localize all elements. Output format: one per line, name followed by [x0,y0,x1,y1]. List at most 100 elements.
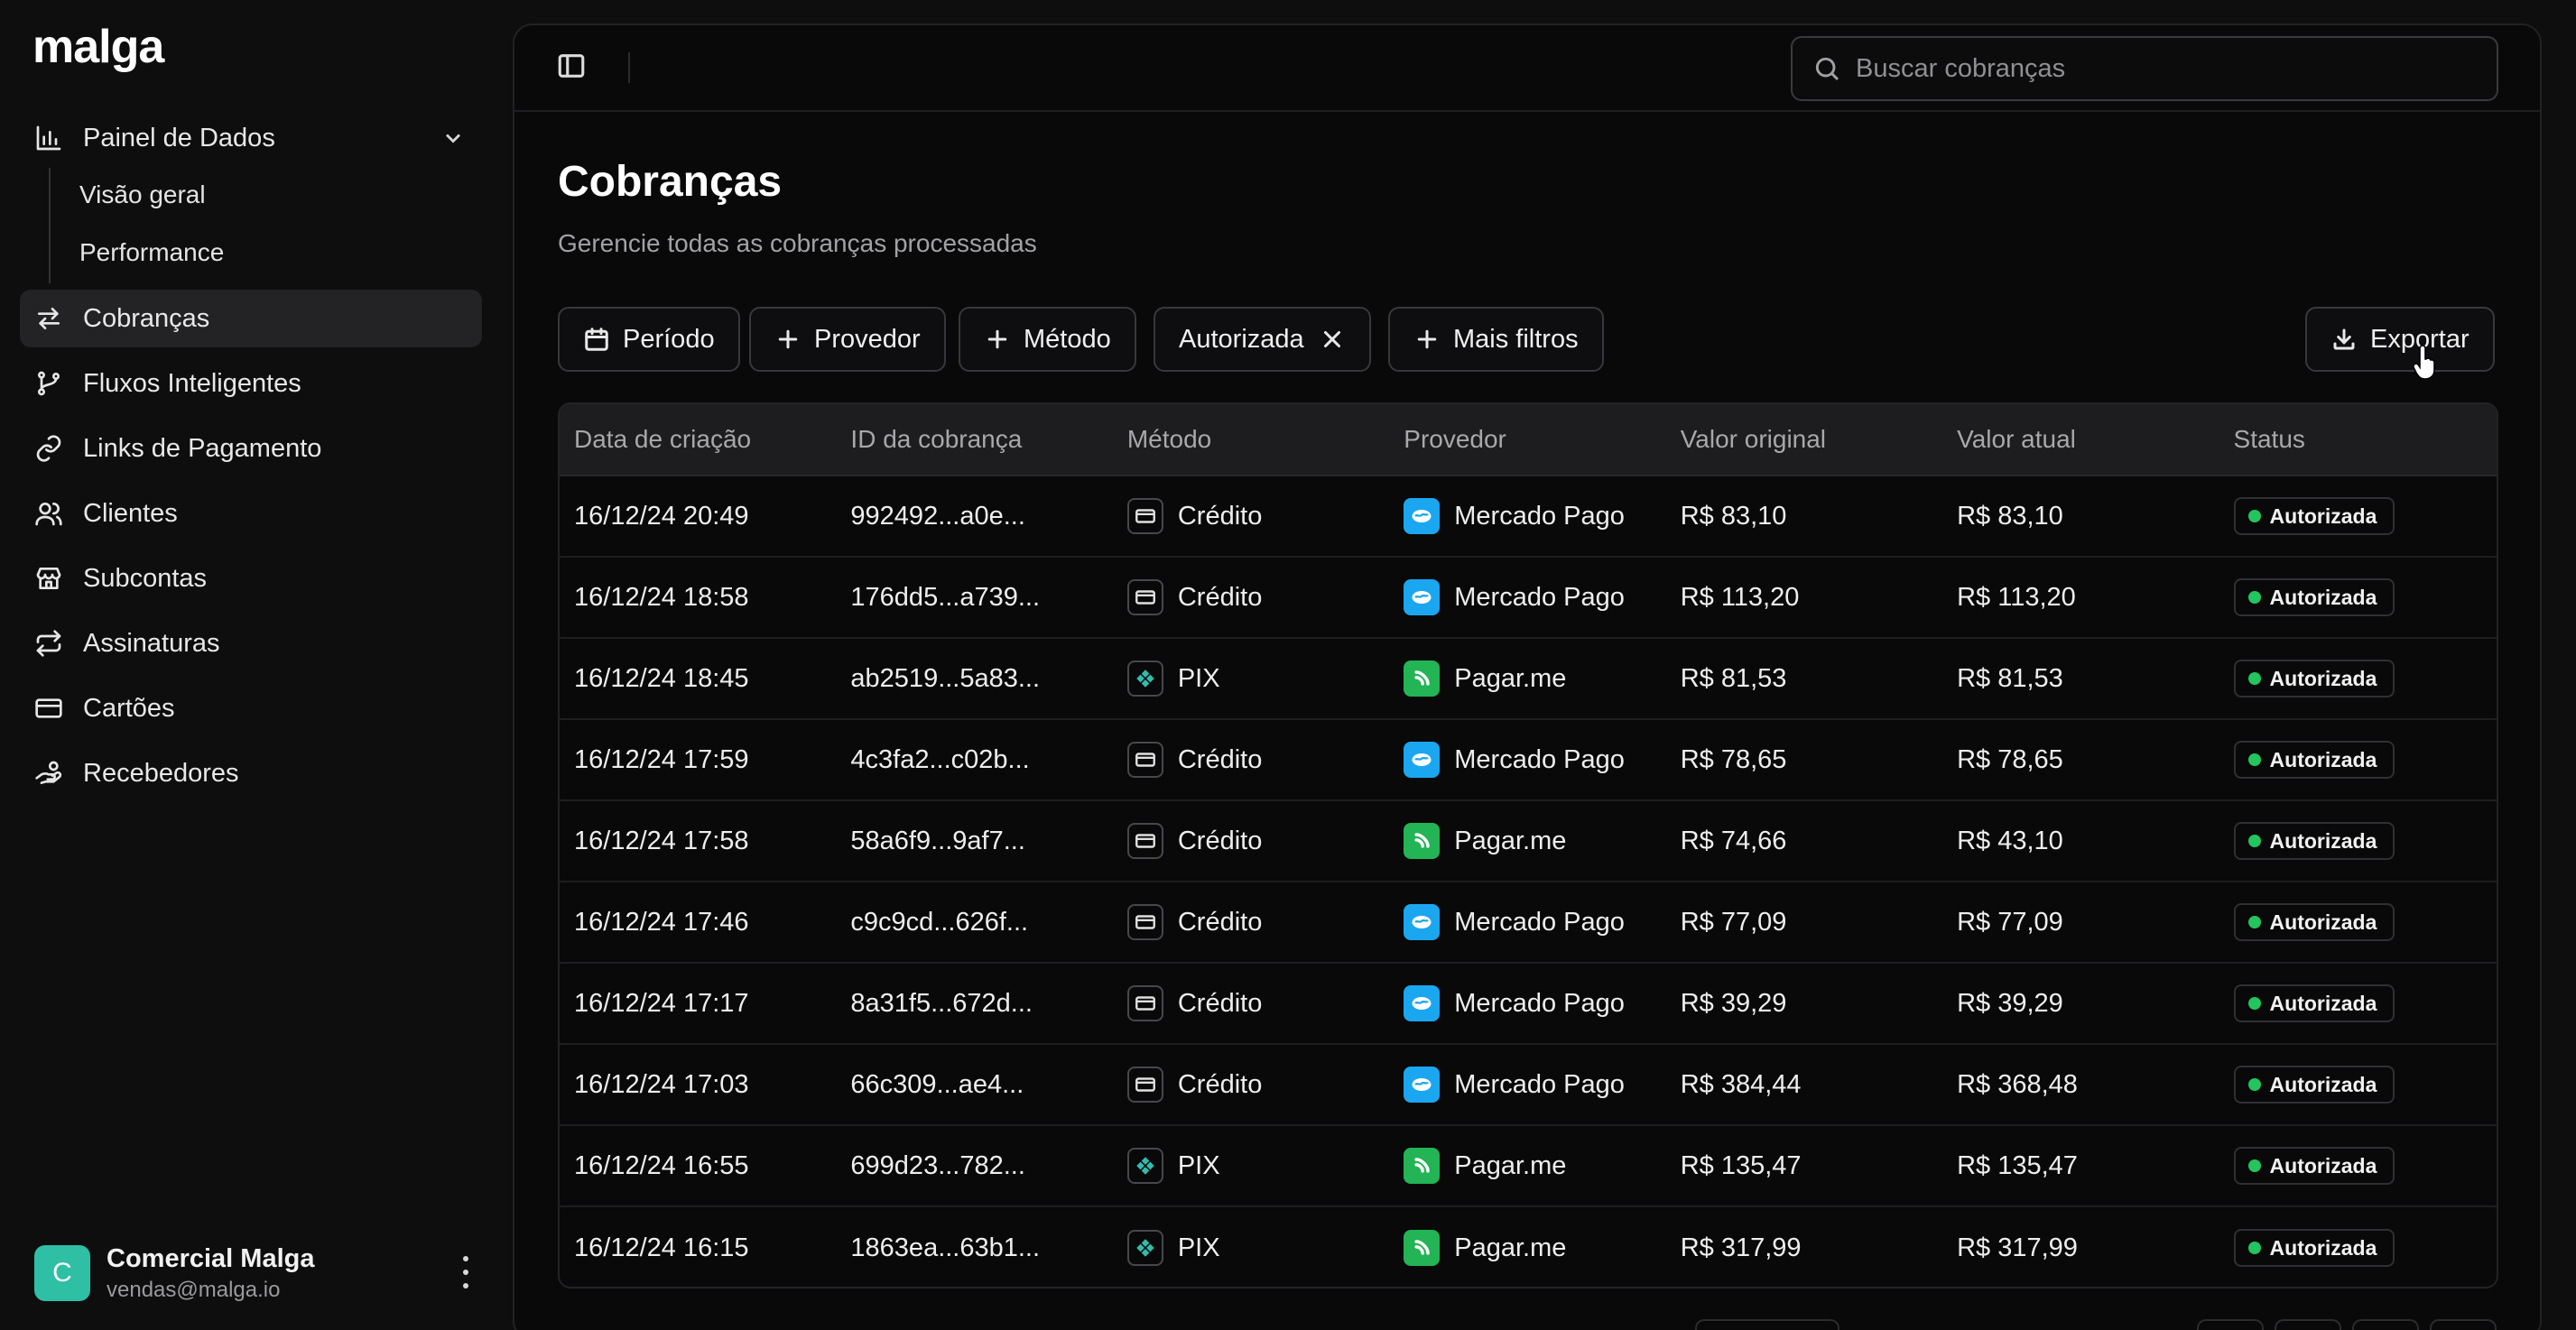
column-header[interactable]: Valor original [1680,425,1827,453]
sidebar-item-links-de-pagamento[interactable]: Links de Pagamento [20,420,482,477]
table-row[interactable]: 16/12/24 17:46 c9c9cd...626f... Crédito Mer… [560,882,2497,964]
cell-original-value: R$ 113,20 [1680,582,1800,612]
user-profile[interactable]: C Comercial Malga vendas@malga.io [34,1243,477,1303]
table-row[interactable]: 16/12/24 17:59 4c3fa2...c02b... Crédito Mer… [560,720,2497,801]
cell-charge-id[interactable]: 176dd5...a739... [850,582,1041,612]
pagarme-icon [1404,823,1441,859]
column-header[interactable]: Status [2233,425,2305,453]
table-row[interactable]: 16/12/24 20:49 992492...a0e... Crédito Merc… [560,476,2497,558]
more-vertical-icon[interactable] [455,1256,477,1288]
method-label: PIX [1177,663,1220,693]
provider-label: Mercado Pago [1454,582,1625,612]
sidebar: malga Painel de Dados Visão geral Perfor… [0,0,505,1330]
cell-current-value: R$ 43,10 [1957,826,2063,855]
cell-charge-id[interactable]: 66c309...ae4... [850,1069,1024,1099]
next-page-button[interactable] [2352,1319,2419,1330]
filter-provedor-label: Provedor [814,324,921,354]
cell-provider: Mercado Pago [1389,579,1665,615]
cell-method: Crédito [1113,579,1389,615]
provider-label: Mercado Pago [1454,1069,1625,1099]
status-dot-icon [2247,672,2261,685]
bar-chart-icon [32,122,65,154]
cell-original-value: R$ 317,99 [1680,1233,1802,1262]
sidebar-item-painel-de-dados[interactable]: Painel de Dados [20,109,482,167]
topbar [514,25,2540,112]
table-row[interactable]: 16/12/24 18:58 176dd5...a739... Crédito Mer… [560,558,2497,639]
export-button[interactable]: Exportar [2305,307,2495,372]
plus-icon [984,326,1011,353]
cell-method: Crédito [1113,1067,1389,1103]
close-icon[interactable] [1319,326,1346,353]
cell-charge-id[interactable]: 58a6f9...9af7... [850,826,1025,855]
cell-charge-id[interactable]: 992492...a0e... [850,501,1025,531]
sidebar-item-clientes[interactable]: Clientes [20,485,482,542]
table-row[interactable]: 16/12/24 18:45 ab2519...5a83... PIX Pagar.m… [560,639,2497,720]
cell-current-value: R$ 83,10 [1957,501,2063,531]
column-header[interactable]: Data de criação [574,425,752,453]
cell-method: Crédito [1113,904,1389,940]
table-header: Data de criação ID da cobrança Método Pr… [560,404,2497,476]
cell-current-value: R$ 317,99 [1957,1233,2078,1262]
chevron-down-icon[interactable] [440,125,466,151]
first-page-button[interactable] [2197,1319,2264,1330]
previous-page-button[interactable] [2275,1319,2341,1330]
table-row[interactable]: 16/12/24 17:58 58a6f9...9af7... Crédito Pag… [560,801,2497,882]
mercado-pago-icon [1404,1067,1441,1103]
more-filters-button[interactable]: Mais filtros [1388,307,1604,372]
column-header[interactable]: Provedor [1404,425,1506,453]
cell-date: 16/12/24 17:59 [574,744,749,774]
credit-card-icon [1126,1067,1163,1103]
status-label: Autorizada [2269,828,2377,853]
column-header[interactable]: ID da cobrança [850,425,1023,453]
cell-current-value: R$ 135,47 [1957,1150,2078,1180]
column-header[interactable]: Valor atual [1957,425,2076,453]
cell-method: Crédito [1113,742,1389,778]
charges-table: Data de criação ID da cobrança Método Pr… [558,402,2498,1288]
sidebar-item-assinaturas[interactable]: Assinaturas [20,614,482,672]
cell-charge-id[interactable]: ab2519...5a83... [850,663,1041,693]
table-row[interactable]: 16/12/24 17:17 8a31f5...672d... Crédito Mer… [560,964,2497,1045]
filter-autorizada-label: Autorizada [1179,324,1304,354]
cell-charge-id[interactable]: 4c3fa2...c02b... [850,744,1030,774]
cell-charge-id[interactable]: 1863ea...63b1... [850,1233,1041,1262]
last-page-button[interactable] [2430,1319,2497,1330]
cell-charge-id[interactable]: 699d23...782... [850,1150,1025,1180]
cell-original-value: R$ 83,10 [1680,501,1787,531]
table-row[interactable]: 16/12/24 16:15 1863ea...63b1... PIX Pagar.m… [560,1207,2497,1287]
sidebar-subitem-visao-geral[interactable]: Visão geral [79,180,206,208]
sidebar-item-recebedores[interactable]: Recebedores [20,744,482,802]
cell-status: Autorizada [2219,578,2497,616]
status-badge: Autorizada [2233,578,2395,616]
sidebar-toggle-icon[interactable] [556,51,588,83]
filter-periodo-button[interactable]: Período [558,307,740,372]
search-input[interactable] [1856,53,2469,84]
cell-date: 16/12/24 17:03 [574,1069,749,1099]
sidebar-item-fluxos-inteligentes[interactable]: Fluxos Inteligentes [20,355,482,412]
cell-charge-id[interactable]: 8a31f5...672d... [850,988,1033,1018]
table-row[interactable]: 16/12/24 16:55 699d23...782... PIX Pagar.me… [560,1126,2497,1207]
sidebar-item-cartoes[interactable]: Cartões [20,679,482,737]
sidebar-item-cobrancas[interactable]: Cobranças [20,290,482,347]
cell-original-value: R$ 39,29 [1680,988,1787,1018]
filter-metodo-button[interactable]: Método [959,307,1136,372]
column-header[interactable]: Método [1126,425,1212,453]
status-label: Autorizada [2269,503,2377,528]
sidebar-item-subcontas[interactable]: Subcontas [20,550,482,607]
cell-original-value: R$ 78,65 [1680,744,1787,774]
filter-provedor-button[interactable]: Provedor [749,307,946,372]
search-box[interactable] [1791,36,2498,101]
cell-original-value: R$ 81,53 [1680,663,1787,693]
cell-original-value: R$ 135,47 [1680,1150,1802,1180]
cell-charge-id[interactable]: c9c9cd...626f... [850,907,1029,937]
credit-card-icon [1126,579,1163,615]
cell-status: Autorizada [2219,741,2497,779]
sidebar-subitem-performance[interactable]: Performance [79,238,225,266]
sidebar-item-label: Painel de Dados [83,123,275,152]
credit-card-icon [1126,904,1163,940]
cell-provider: Mercado Pago [1389,742,1665,778]
main-panel: Cobranças Gerencie todas as cobranças pr… [513,23,2542,1330]
filter-autorizada-chip[interactable]: Autorizada [1154,307,1371,372]
rows-per-page-select[interactable] [1695,1319,1839,1330]
calendar-icon [583,326,610,353]
table-row[interactable]: 16/12/24 17:03 66c309...ae4... Crédito Merc… [560,1045,2497,1126]
